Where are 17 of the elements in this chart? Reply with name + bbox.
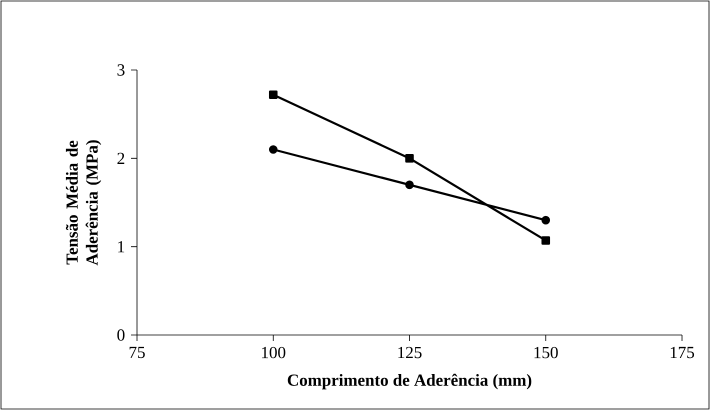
point — [541, 236, 550, 245]
y-tick-label: 0 — [117, 329, 125, 341]
point — [268, 145, 278, 154]
x-tick-label: 100 — [262, 346, 286, 358]
point — [268, 90, 278, 100]
y-tick-label: 2 — [117, 152, 124, 164]
x-tick-label: 75 — [130, 346, 145, 358]
x-tick-label: 150 — [534, 346, 558, 358]
x-axis-title: Comprimento de Aderência (mm) — [288, 374, 532, 390]
point — [405, 154, 414, 163]
y-tick-label: 1 — [118, 241, 124, 252]
point — [541, 216, 550, 224]
x-tick-label: 175 — [670, 346, 694, 358]
y-axis-title: Tensão Média de Aderência (MPa) — [66, 140, 102, 266]
x-tick-label: 125 — [398, 346, 422, 358]
y-tick-label: 3 — [118, 64, 125, 76]
point — [405, 180, 414, 190]
